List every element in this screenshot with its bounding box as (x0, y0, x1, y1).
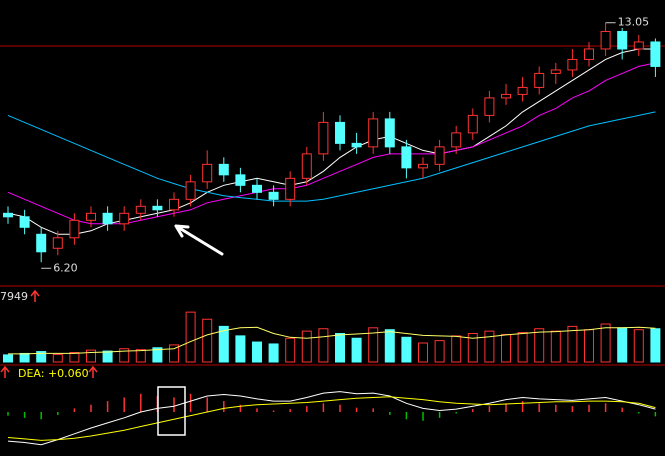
candle-body (368, 118, 379, 148)
volume-bar (617, 327, 628, 363)
candle-body (550, 69, 561, 74)
candle-body (3, 212, 13, 218)
volume-bar (368, 327, 379, 363)
ma-line (7, 111, 656, 202)
volume-bar (135, 349, 146, 363)
candle-body (52, 237, 63, 249)
volume-bar (169, 344, 179, 363)
highlight-box (157, 386, 186, 436)
plot: 13.05 6.20 (3, 16, 661, 446)
volume-bar (517, 332, 528, 363)
volume-bar (185, 311, 196, 363)
up-arrow-icon (88, 365, 98, 378)
volume-bar (268, 343, 279, 363)
volume-bar (301, 330, 312, 363)
candle-body (318, 121, 329, 155)
candle-body (401, 146, 412, 169)
volume-bar (600, 323, 611, 363)
volume-bar (351, 337, 362, 363)
volume-bar (36, 351, 47, 363)
macd-line (7, 391, 656, 446)
candle-body (434, 146, 445, 165)
candle-body (119, 212, 130, 225)
candle-body (218, 163, 229, 176)
volume-bar (567, 325, 578, 363)
volume-bar (235, 335, 246, 363)
candle-body (268, 191, 279, 200)
candle-body (650, 41, 661, 67)
pointer-arrow (174, 224, 224, 256)
candle-body (169, 198, 179, 211)
volume-title: 7949 (0, 290, 28, 303)
candle-body (484, 97, 495, 116)
candle-body (135, 205, 146, 214)
candle-body (86, 212, 96, 221)
volume-bar (152, 347, 163, 363)
candle-body (584, 48, 594, 60)
candle-body (567, 58, 578, 71)
candle-body (600, 30, 611, 50)
volume-ma-line (8, 326, 656, 355)
candle-body (384, 118, 395, 148)
volume-bar (285, 337, 296, 363)
candle-body (102, 212, 113, 225)
candle-body (19, 216, 30, 228)
low-label: 6.20 (53, 261, 77, 274)
candle-body (185, 181, 196, 200)
volume-bar (86, 349, 96, 363)
macd-line (7, 396, 656, 441)
volume-bar (102, 350, 113, 363)
candle-body (202, 163, 213, 183)
candle-body (301, 153, 312, 179)
up-arrow-icon (30, 289, 40, 302)
volume-bar (434, 340, 445, 363)
volume-bar (218, 325, 229, 363)
ma-line (7, 48, 656, 235)
candle-body (467, 114, 478, 134)
volume-bar (484, 330, 495, 363)
candle-body (418, 163, 428, 169)
volume-bar (633, 329, 644, 363)
candle-body (69, 219, 80, 239)
volume-bar (534, 328, 545, 363)
candle-body (351, 142, 362, 148)
candle-body (152, 205, 163, 211)
volume-bar (52, 353, 63, 363)
candle-body (36, 233, 47, 253)
volume-bar (584, 329, 594, 363)
candle-body (252, 184, 262, 193)
volume-bar (3, 354, 13, 363)
candle-body (633, 41, 644, 50)
candle-body (451, 132, 462, 148)
high-label: 13.05 (618, 16, 650, 29)
candle-body (501, 93, 511, 99)
volume-bar (119, 348, 130, 363)
volume-bar (384, 329, 395, 363)
volume-bar (69, 352, 80, 363)
volume-bar (252, 341, 262, 363)
volume-bar (401, 336, 412, 363)
macd-title: DEA: +0.060 (18, 367, 89, 380)
candle-body (335, 121, 345, 144)
volume-bar (467, 333, 478, 363)
volume-bar (550, 330, 561, 363)
volume-bar (318, 328, 329, 363)
volume-bar (501, 333, 511, 363)
volume-bar (202, 318, 213, 363)
volume-bar (19, 352, 30, 363)
volume-bar (418, 342, 428, 363)
candle-body (285, 177, 296, 200)
candle-body (517, 86, 528, 95)
candle-body (534, 72, 545, 88)
up-arrow-icon (0, 365, 10, 378)
volume-bar (451, 335, 462, 363)
ma-line (7, 62, 656, 225)
volume-bar (335, 333, 345, 363)
volume-bar (650, 328, 661, 363)
candle-body (235, 174, 246, 186)
candle-body (617, 30, 628, 50)
